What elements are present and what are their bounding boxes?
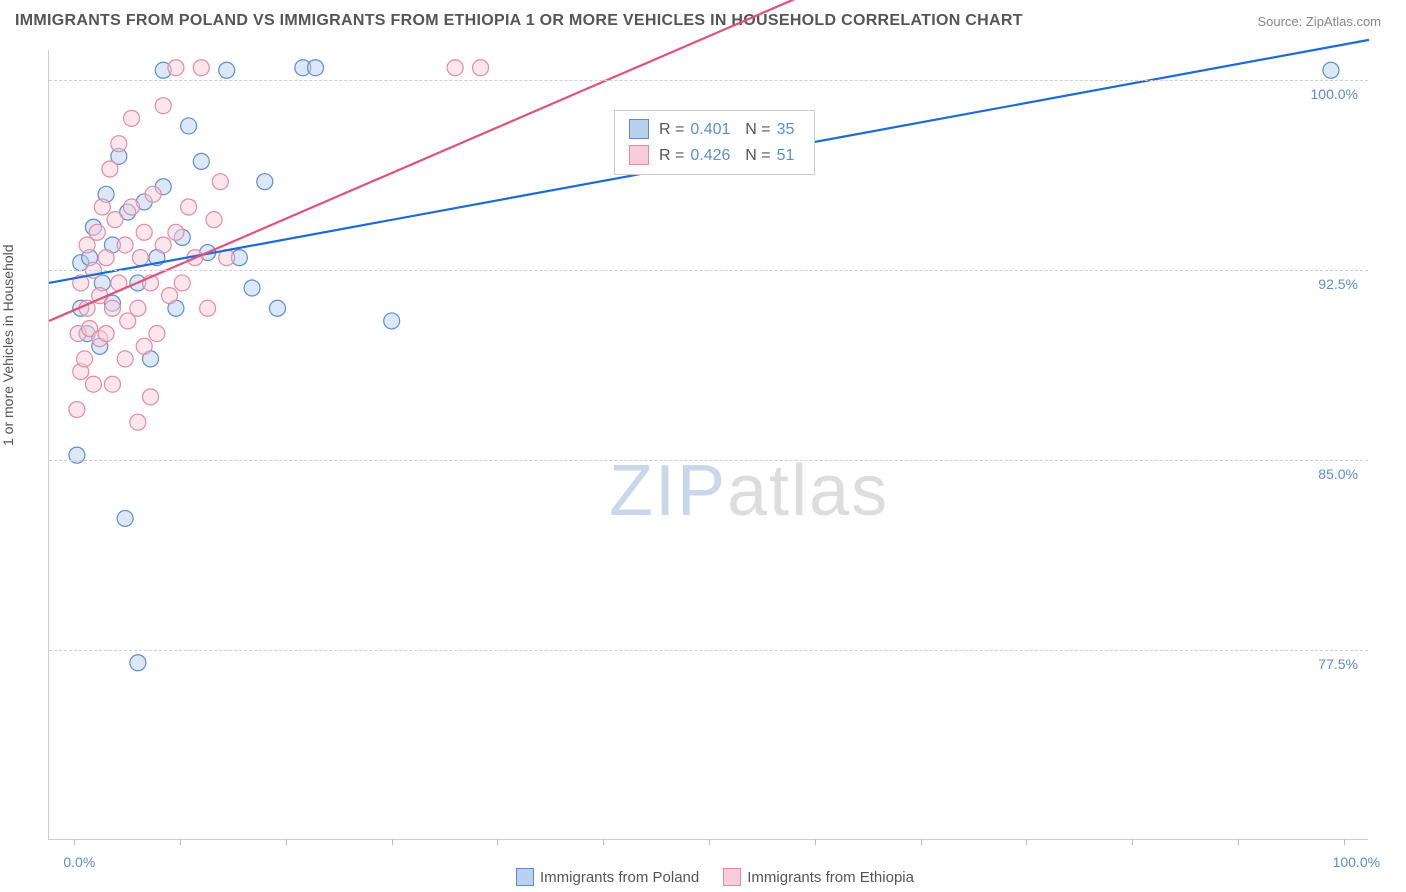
y-tick-label: 100.0%	[1311, 86, 1358, 102]
n-value: 51	[777, 147, 795, 164]
data-point	[244, 280, 260, 296]
x-tick-label: 100.0%	[1333, 854, 1380, 870]
data-point	[174, 275, 190, 291]
stats-row: R = 0.401 N = 35	[629, 117, 800, 143]
data-point	[168, 224, 184, 240]
x-tick	[497, 839, 498, 845]
legend-swatch	[723, 868, 741, 886]
data-point	[104, 376, 120, 392]
plot-area: ZIPatlas R =0.401 N =35R =0.426 N =51 77…	[48, 50, 1368, 840]
data-point	[102, 161, 118, 177]
gridline	[49, 650, 1368, 651]
data-point	[149, 326, 165, 342]
data-point	[77, 351, 93, 367]
x-tick	[392, 839, 393, 845]
gridline	[49, 80, 1368, 81]
data-point	[168, 60, 184, 76]
gridline	[49, 270, 1368, 271]
legend-swatch	[629, 145, 649, 165]
data-point	[212, 174, 228, 190]
y-axis-title: 1 or more Vehicles in Household	[0, 244, 16, 446]
data-point	[219, 62, 235, 78]
data-point	[181, 118, 197, 134]
r-label: R =	[659, 121, 684, 138]
data-point	[132, 250, 148, 266]
data-point	[193, 153, 209, 169]
legend-label: Immigrants from Ethiopia	[747, 869, 914, 886]
chart-title: IMMIGRANTS FROM POLAND VS IMMIGRANTS FRO…	[15, 12, 1023, 30]
x-tick	[180, 839, 181, 845]
data-point	[143, 389, 159, 405]
data-point	[155, 237, 171, 253]
data-point	[117, 351, 133, 367]
data-point	[85, 376, 101, 392]
data-point	[145, 186, 161, 202]
x-tick	[74, 839, 75, 845]
x-tick	[709, 839, 710, 845]
data-point	[94, 199, 110, 215]
data-point	[269, 300, 285, 316]
x-tick	[603, 839, 604, 845]
data-point	[69, 402, 85, 418]
data-point	[384, 313, 400, 329]
r-value: 0.426	[690, 147, 730, 164]
data-point	[447, 60, 463, 76]
data-point	[473, 60, 489, 76]
data-point	[124, 110, 140, 126]
n-label: N =	[745, 121, 770, 138]
legend-bottom: Immigrants from Poland Immigrants from Et…	[0, 868, 1406, 886]
data-point	[181, 199, 197, 215]
data-point	[130, 655, 146, 671]
data-point	[136, 338, 152, 354]
data-point	[117, 237, 133, 253]
y-tick-label: 77.5%	[1318, 656, 1358, 672]
data-point	[117, 510, 133, 526]
data-point	[308, 60, 324, 76]
data-point	[1323, 62, 1339, 78]
x-tick	[815, 839, 816, 845]
data-point	[130, 300, 146, 316]
data-point	[98, 326, 114, 342]
source-attribution: Source: ZipAtlas.com	[1257, 14, 1381, 29]
r-label: R =	[659, 147, 684, 164]
gridline	[49, 460, 1368, 461]
x-tick	[1238, 839, 1239, 845]
data-point	[104, 300, 120, 316]
y-tick-label: 85.0%	[1318, 466, 1358, 482]
data-point	[124, 199, 140, 215]
data-point	[136, 224, 152, 240]
data-point	[200, 300, 216, 316]
data-point	[155, 98, 171, 114]
data-point	[107, 212, 123, 228]
x-tick	[1026, 839, 1027, 845]
x-tick	[1132, 839, 1133, 845]
y-tick-label: 92.5%	[1318, 276, 1358, 292]
data-point	[257, 174, 273, 190]
data-point	[111, 136, 127, 152]
x-tick	[921, 839, 922, 845]
legend-label: Immigrants from Poland	[540, 869, 699, 886]
stats-legend-box: R = 0.401 N = 35 R = 0.426 N = 51	[614, 110, 815, 175]
data-point	[130, 414, 146, 430]
legend-swatch	[629, 119, 649, 139]
stats-row: R = 0.426 N = 51	[629, 143, 800, 169]
data-point	[89, 224, 105, 240]
n-label: N =	[745, 147, 770, 164]
data-point	[193, 60, 209, 76]
x-tick	[1344, 839, 1345, 845]
x-tick	[286, 839, 287, 845]
data-point	[162, 288, 178, 304]
data-point	[98, 250, 114, 266]
legend-swatch	[516, 868, 534, 886]
x-tick-label: 0.0%	[63, 854, 95, 870]
data-point	[206, 212, 222, 228]
n-value: 35	[777, 121, 795, 138]
r-value: 0.401	[690, 121, 730, 138]
